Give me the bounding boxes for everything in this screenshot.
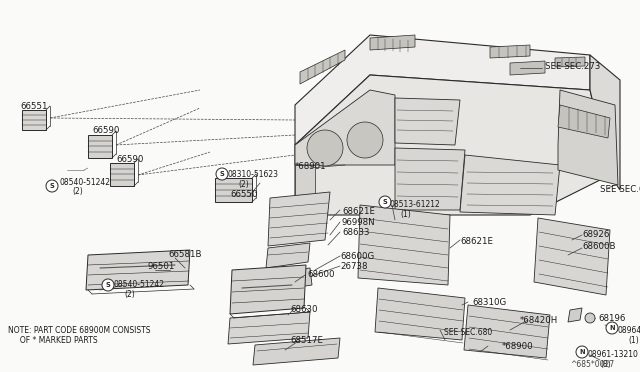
Text: 68310G: 68310G (472, 298, 506, 307)
Polygon shape (110, 163, 134, 186)
Text: 08513-61212: 08513-61212 (390, 200, 441, 209)
Text: 68621E: 68621E (342, 207, 375, 216)
Polygon shape (558, 90, 618, 185)
Text: 08964-10510: 08964-10510 (618, 326, 640, 335)
Text: N: N (579, 349, 585, 355)
Text: (1): (1) (400, 210, 411, 219)
Text: 96501: 96501 (148, 262, 175, 271)
Polygon shape (490, 45, 530, 58)
Polygon shape (568, 308, 582, 322)
Text: 66590: 66590 (116, 155, 143, 164)
Text: (2): (2) (124, 290, 135, 299)
Text: 68600B: 68600B (582, 242, 616, 251)
Polygon shape (464, 305, 550, 358)
Text: (2): (2) (72, 187, 83, 196)
Polygon shape (86, 250, 190, 290)
Polygon shape (295, 75, 610, 215)
Polygon shape (395, 98, 460, 145)
Text: 96998N: 96998N (342, 218, 376, 227)
Text: 08540-51242: 08540-51242 (114, 280, 165, 289)
Text: 08961-13210: 08961-13210 (587, 350, 638, 359)
Circle shape (379, 196, 391, 208)
Text: *68901: *68901 (295, 162, 326, 171)
Text: 68600G: 68600G (340, 252, 374, 261)
Text: 66551: 66551 (20, 102, 47, 111)
Circle shape (307, 130, 343, 166)
Polygon shape (395, 148, 465, 210)
Circle shape (347, 122, 383, 158)
Polygon shape (22, 110, 46, 130)
Text: 68196: 68196 (598, 314, 625, 323)
Polygon shape (590, 55, 620, 190)
Text: OF * MARKED PARTS: OF * MARKED PARTS (8, 336, 98, 345)
Polygon shape (230, 265, 306, 314)
Polygon shape (300, 50, 345, 84)
Polygon shape (88, 135, 112, 158)
Text: S: S (220, 171, 225, 177)
Text: 08310-51623: 08310-51623 (228, 170, 279, 179)
Text: S: S (50, 183, 54, 189)
Polygon shape (278, 268, 312, 290)
Text: SEE SEC.680: SEE SEC.680 (600, 185, 640, 194)
Text: 66550: 66550 (230, 190, 257, 199)
Text: 26738: 26738 (340, 262, 367, 271)
Text: 68630: 68630 (290, 305, 317, 314)
Polygon shape (268, 192, 330, 246)
Text: SEE SEC.680: SEE SEC.680 (444, 328, 492, 337)
Text: (8): (8) (600, 360, 611, 369)
Polygon shape (215, 178, 252, 202)
Circle shape (606, 322, 618, 334)
Polygon shape (375, 288, 465, 340)
Polygon shape (228, 312, 310, 344)
Text: 66581B: 66581B (168, 250, 202, 259)
Text: 68633: 68633 (342, 228, 369, 237)
Text: 68621E: 68621E (460, 237, 493, 246)
Text: S: S (106, 282, 110, 288)
Text: *68420H: *68420H (520, 316, 558, 325)
Polygon shape (266, 243, 310, 268)
Polygon shape (534, 218, 610, 295)
Polygon shape (510, 61, 545, 75)
Text: (1): (1) (628, 336, 639, 345)
Polygon shape (555, 57, 585, 67)
Text: 68600: 68600 (307, 270, 335, 279)
Text: S: S (383, 199, 387, 205)
Text: *68900: *68900 (502, 342, 534, 351)
Polygon shape (295, 165, 315, 215)
Polygon shape (558, 105, 610, 138)
Polygon shape (295, 90, 395, 165)
Circle shape (585, 313, 595, 323)
Polygon shape (295, 35, 590, 145)
Text: N: N (609, 325, 615, 331)
Text: 68517E: 68517E (290, 336, 323, 345)
Polygon shape (460, 155, 560, 215)
Text: 66590: 66590 (92, 126, 120, 135)
Polygon shape (370, 35, 415, 50)
Text: SEE SEC.273: SEE SEC.273 (545, 62, 600, 71)
Text: 08540-51242: 08540-51242 (60, 178, 111, 187)
Text: ^685*0027: ^685*0027 (570, 360, 614, 369)
Circle shape (576, 346, 588, 358)
Circle shape (102, 279, 114, 291)
Circle shape (46, 180, 58, 192)
Text: 68926: 68926 (582, 230, 609, 239)
Text: (2): (2) (238, 180, 249, 189)
Polygon shape (253, 338, 340, 365)
Circle shape (216, 168, 228, 180)
Polygon shape (358, 205, 450, 285)
Text: NOTE: PART CODE 68900M CONSISTS: NOTE: PART CODE 68900M CONSISTS (8, 326, 150, 335)
